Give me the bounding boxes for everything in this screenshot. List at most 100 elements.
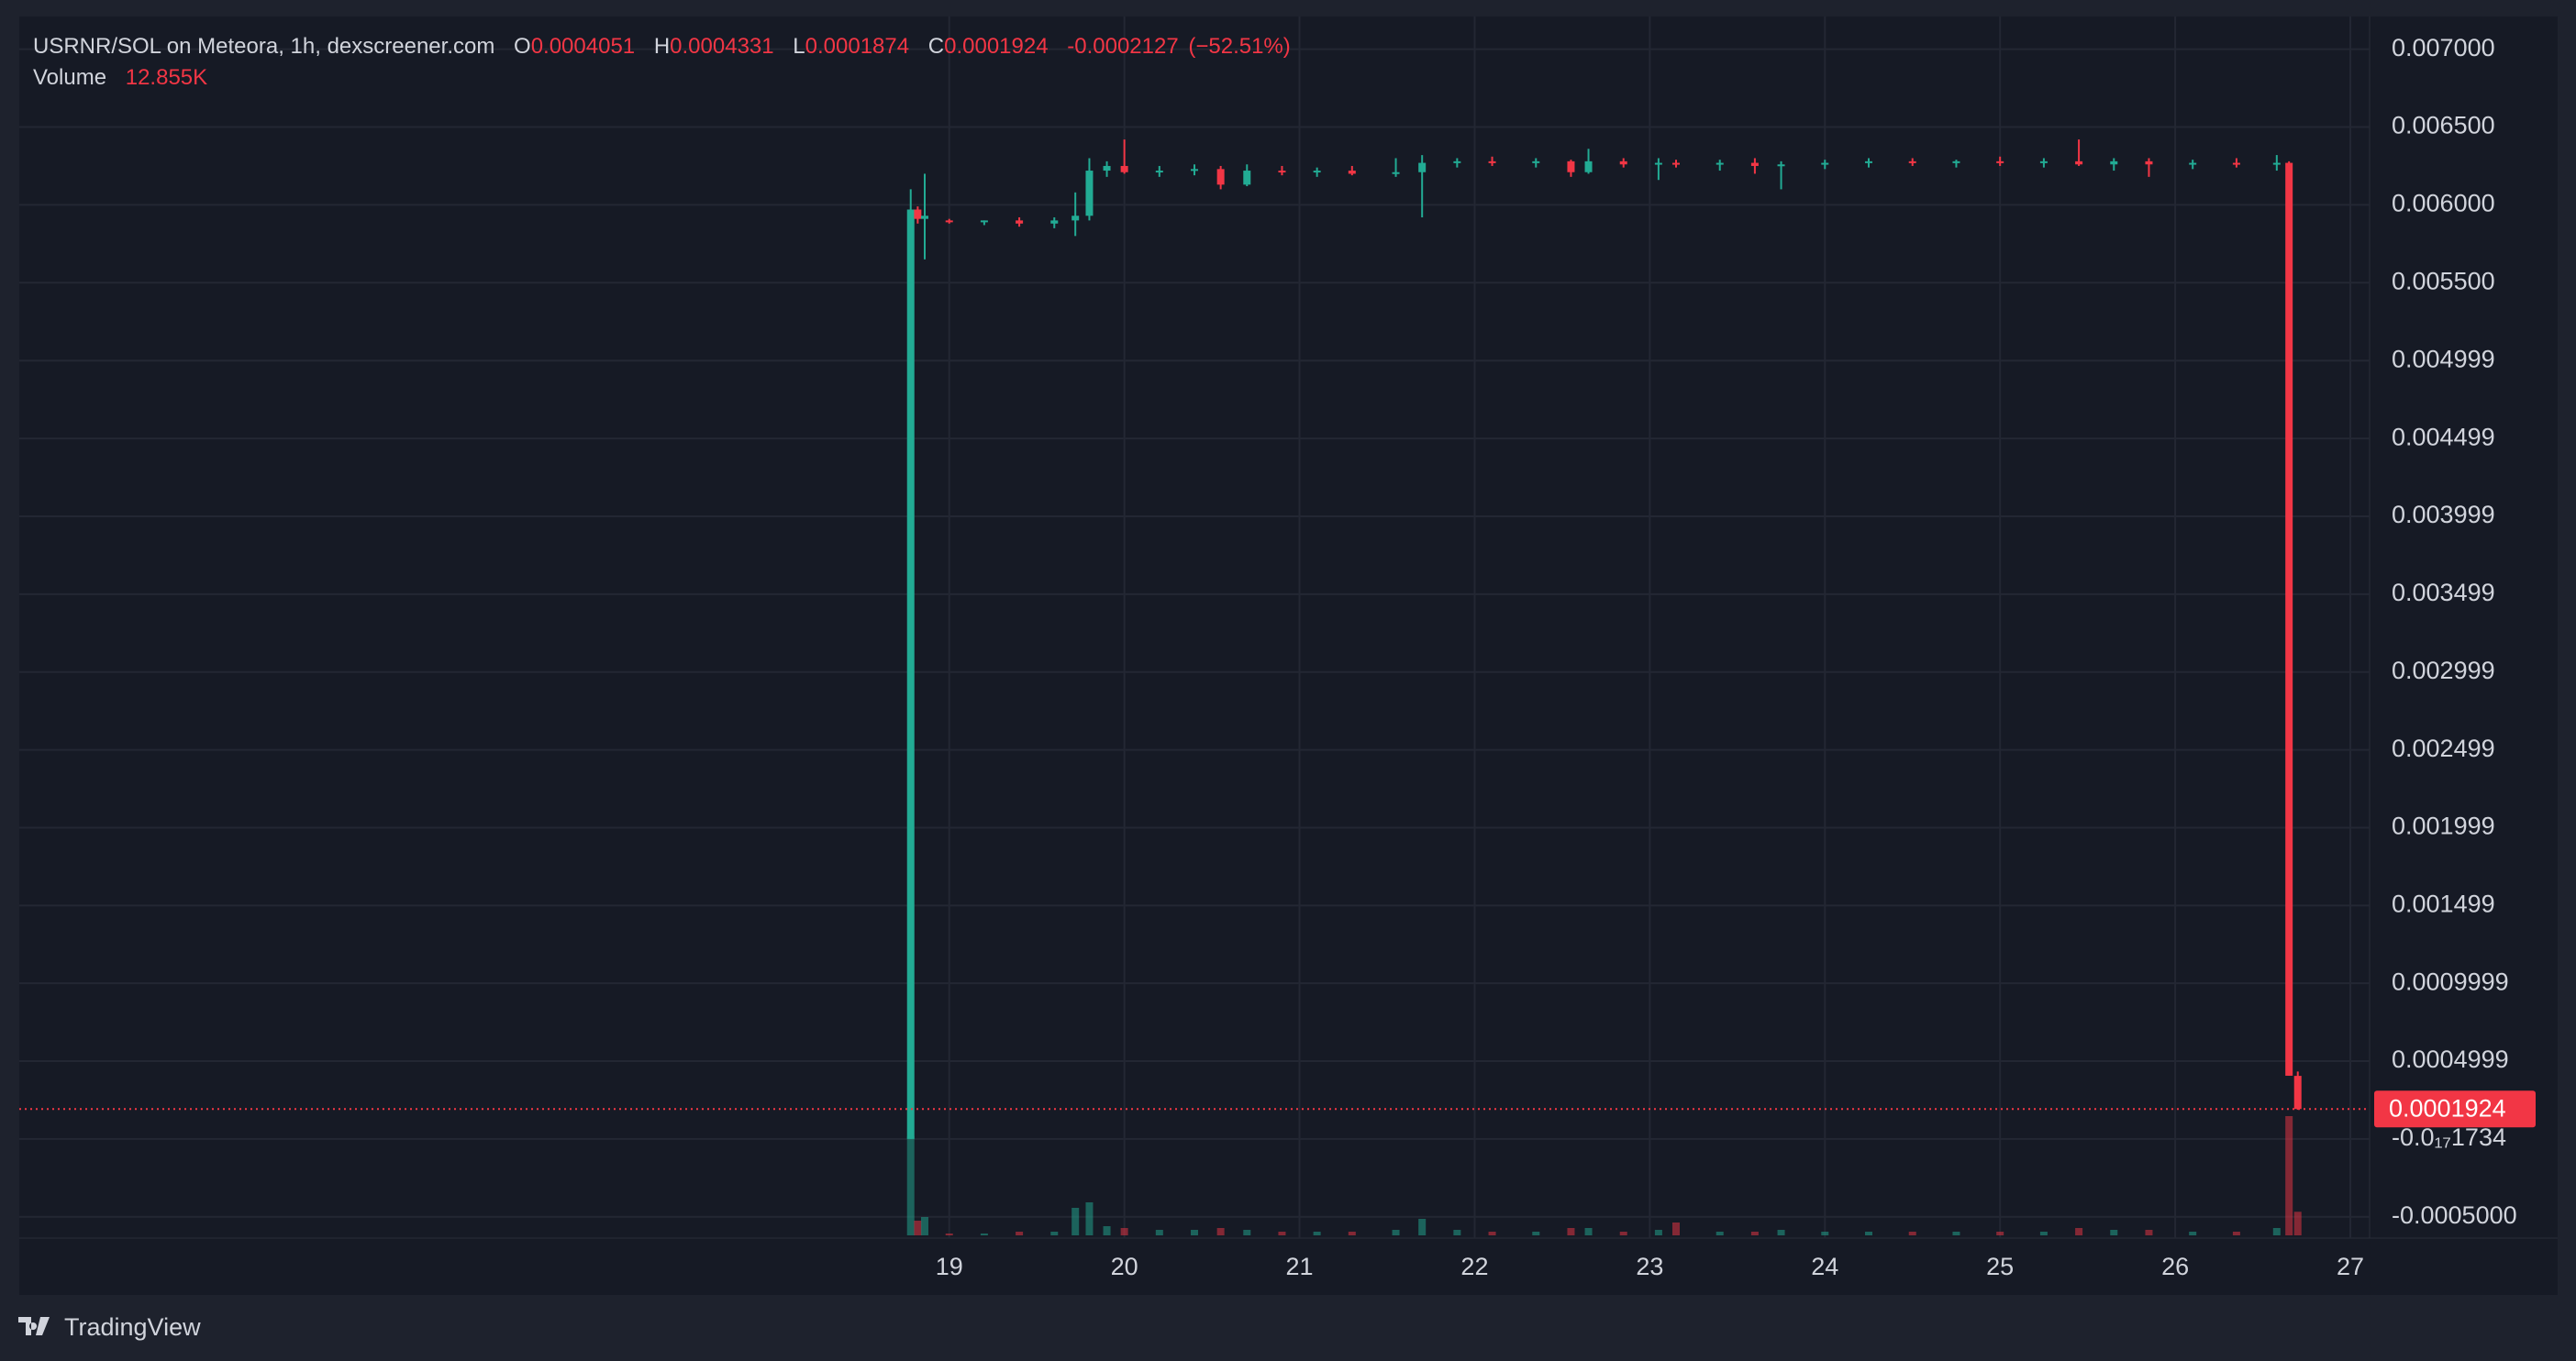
logo [18, 1316, 50, 1335]
volume-bar [1085, 1202, 1094, 1235]
ohlc-label: L [793, 34, 805, 59]
candle-body [1715, 162, 1724, 165]
candle-body [1865, 160, 1872, 163]
y-tick-label: 0.0004999 [2392, 1046, 2509, 1073]
volume-bar [1996, 1232, 2004, 1235]
y-tick-label: 0.003999 [2392, 501, 2495, 528]
ohlc-label: H [653, 34, 671, 59]
ohlc-value: 0.0001874 [805, 34, 910, 59]
volume-bar [1120, 1228, 1128, 1235]
change-pct: (−52.51%) [1188, 34, 1291, 59]
volume-bar [1313, 1232, 1321, 1235]
candle-body [1243, 171, 1251, 185]
y-tick-label: 0.006500 [2392, 112, 2495, 139]
volume-bar [1619, 1232, 1627, 1235]
candle-body [1532, 160, 1540, 163]
candle-body [1488, 160, 1496, 163]
volume-bar [1672, 1223, 1680, 1235]
candle-body [1313, 171, 1321, 173]
ohlc-row: USRNR/SOL on Meteora, 1h, dexscreener.co… [33, 31, 1294, 62]
candle-body [1996, 160, 2004, 163]
volume-bar [2145, 1230, 2153, 1235]
candle-body [1348, 171, 1356, 174]
candle-body [2232, 162, 2240, 165]
volume-bar [1418, 1219, 1427, 1235]
x-tick-label: 20 [1111, 1253, 1138, 1280]
candle-body [906, 209, 915, 1139]
y-tick-label: 0.002999 [2392, 657, 2495, 684]
volume-bar [1453, 1230, 1461, 1235]
candle-body [1584, 160, 1593, 172]
volume-row: Volume 12.855K [33, 62, 1294, 94]
y-tick-label: -0.0005000 [2392, 1201, 2517, 1229]
volume-bar [1050, 1232, 1059, 1235]
last-price-label: 0.0001924 [2389, 1094, 2506, 1122]
x-tick-label: 23 [1636, 1253, 1663, 1280]
volume-bar [1584, 1228, 1593, 1235]
footer: TradingView [18, 1313, 201, 1342]
volume-bar [1488, 1232, 1496, 1235]
volume-bar [2189, 1232, 2197, 1235]
candle-body [1821, 162, 1829, 165]
volume-bar [1016, 1232, 1024, 1235]
volume-bar [945, 1234, 953, 1235]
x-tick-label: 27 [2337, 1253, 2364, 1280]
y-tick-label: 0.007000 [2392, 34, 2495, 61]
volume-bar [1278, 1232, 1286, 1235]
volume-bar [1908, 1232, 1916, 1235]
candle-body [1619, 160, 1627, 165]
volume-bar [1392, 1230, 1400, 1235]
candle-body [1120, 165, 1128, 172]
ohlc-label: O [514, 34, 531, 59]
candle-body [1453, 160, 1461, 163]
y-tick-label: 0.0009999 [2392, 968, 2509, 995]
x-tick-label: 19 [936, 1253, 963, 1280]
candle-body [1071, 216, 1080, 221]
y-tick-label: 0.005500 [2392, 267, 2495, 294]
plot-bg [19, 17, 2370, 1238]
y-tick-label: 0.002499 [2392, 735, 2495, 762]
change: -0.0002127 [1067, 34, 1179, 59]
y-tick-label: 0.001999 [2392, 813, 2495, 840]
y-tick-label: 0.004499 [2392, 423, 2495, 450]
x-tick-label: 21 [1286, 1253, 1314, 1280]
symbol-title: USRNR/SOL on Meteora, 1h, dexscreener.co… [33, 34, 495, 59]
candle-body [921, 216, 928, 219]
volume-bar [1567, 1228, 1575, 1235]
candle-body [1050, 220, 1059, 224]
x-tick-label: 24 [1811, 1253, 1838, 1280]
volume-bar [2293, 1212, 2302, 1235]
volume-bar [1348, 1232, 1356, 1235]
volume-bar [906, 1136, 915, 1235]
candle-body [2110, 160, 2118, 165]
x-tick-label: 26 [2161, 1253, 2189, 1280]
candle-body [2293, 1076, 2302, 1110]
volume-bar [2039, 1232, 2048, 1235]
ohlc-label: C [927, 34, 945, 59]
x-tick-label: 22 [1460, 1253, 1488, 1280]
y-tick-label: 0.001499 [2392, 891, 2495, 918]
volume-bar [914, 1221, 922, 1235]
price-axis-bg [2370, 17, 2558, 1238]
volume-bar [1155, 1230, 1163, 1235]
brand[interactable]: TradingView [64, 1313, 201, 1341]
ohlc-value: 0.0001924 [944, 34, 1049, 59]
candle-body [914, 209, 922, 219]
y-tick-label: 0.006000 [2392, 190, 2495, 217]
candle-body [2285, 162, 2293, 1076]
candle-body [2272, 162, 2281, 165]
volume-bar [2285, 1116, 2293, 1235]
volume-value: 12.855K [125, 65, 208, 90]
candle-body [1103, 165, 1111, 172]
candle-body [1191, 169, 1198, 172]
volume-bar [1532, 1232, 1540, 1235]
candle-body [1016, 220, 1024, 224]
volume-bar [1654, 1230, 1662, 1235]
volume-bar [2110, 1230, 2118, 1235]
volume-bar [1243, 1230, 1251, 1235]
candle-body [2075, 160, 2083, 165]
ohlc-value: 0.0004051 [530, 34, 636, 59]
candle-body [1777, 164, 1785, 167]
